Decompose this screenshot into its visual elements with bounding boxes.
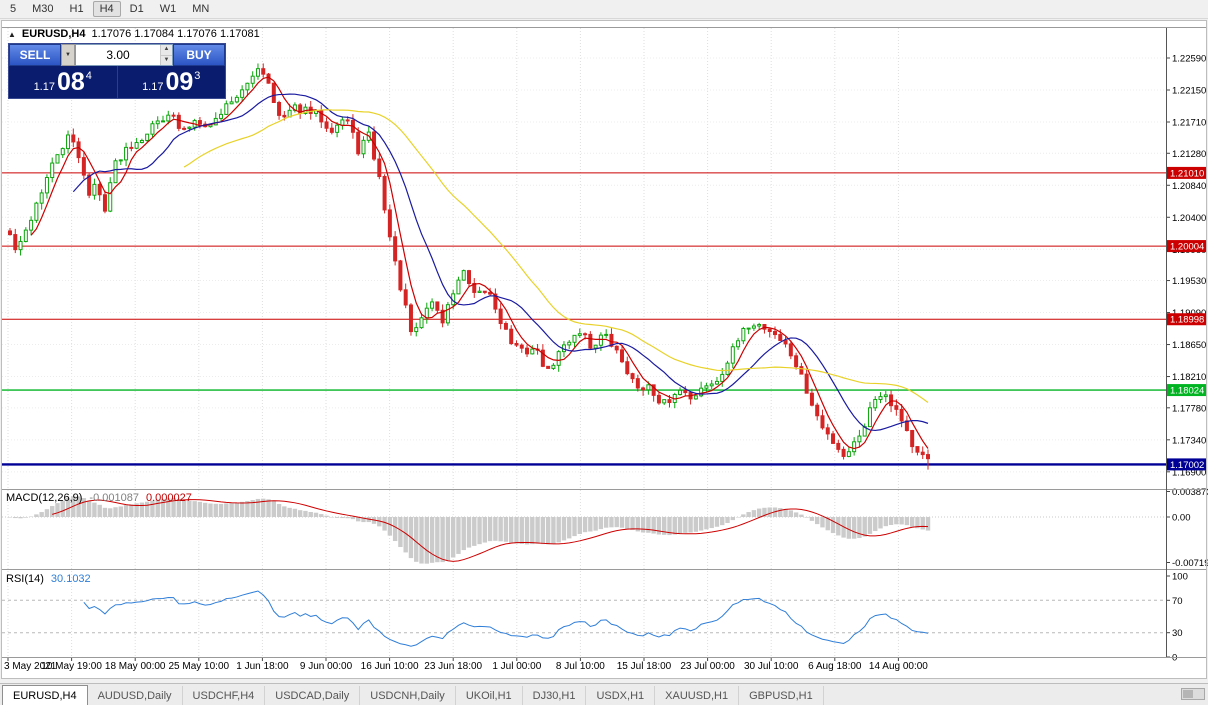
chart-tab-usdx-h1[interactable]: USDX,H1 xyxy=(586,686,656,705)
price-scale-tick: 1.21710 xyxy=(1172,118,1206,129)
price-tag-1.20004: 1.20004 xyxy=(1170,242,1204,253)
buy-price-display[interactable]: 1.17 09 3 xyxy=(116,66,226,98)
price-scale-tick: 1.21280 xyxy=(1172,149,1206,160)
chart-tab-dj30-h1[interactable]: DJ30,H1 xyxy=(523,686,587,705)
price-scale-tick: 1.19530 xyxy=(1172,276,1206,287)
time-axis-label: 6 Aug 18:00 xyxy=(808,661,862,672)
volume-dropdown-button[interactable]: ▼ xyxy=(61,44,75,66)
time-axis-label: 10 May 19:00 xyxy=(41,661,102,672)
macd-scale-tick: 0.00 xyxy=(1172,513,1191,524)
macd-signal-value: 0.000027 xyxy=(145,492,192,504)
sell-price-pip: 4 xyxy=(85,70,92,82)
time-axis-label: 23 Jul 00:00 xyxy=(680,661,735,672)
timeframe-button-d1[interactable]: D1 xyxy=(129,3,144,15)
time-axis-label: 15 Jul 18:00 xyxy=(617,661,672,672)
buy-price-big: 09 xyxy=(165,68,194,96)
chart-tab-ukoil-h1[interactable]: UKOil,H1 xyxy=(456,686,523,705)
chart-tab-usdcad-daily[interactable]: USDCAD,Daily xyxy=(265,686,361,705)
rsi-scale-tick: 100 xyxy=(1172,572,1188,583)
rsi-indicator-label: RSI(14) 30.1032 xyxy=(6,573,91,585)
tab-scrollbar[interactable] xyxy=(1181,688,1205,700)
symbol-header: ▲ EURUSD,H4 1.17076 1.17084 1.17076 1.17… xyxy=(8,28,260,40)
price-tag-1.17002: 1.17002 xyxy=(1170,460,1204,471)
time-axis-label: 23 Jun 18:00 xyxy=(424,661,482,672)
time-axis-label: 1 Jul 00:00 xyxy=(492,661,541,672)
chart-tab-xauusd-h1[interactable]: XAUUSD,H1 xyxy=(655,686,740,705)
volume-input[interactable] xyxy=(76,45,172,65)
time-axis-label: 1 Jun 18:00 xyxy=(236,661,289,672)
time-axis-label: 9 Jun 00:00 xyxy=(300,661,353,672)
macd-scale-tick: -0.007195 xyxy=(1172,558,1208,569)
sell-button[interactable]: SELL xyxy=(9,44,61,66)
time-axis-label: 14 Aug 00:00 xyxy=(869,661,928,672)
volume-spinners: ▲ ▼ xyxy=(160,45,172,65)
chart-tab-bar: EURUSD,H4 AUDUSD,Daily USDCHF,H4 USDCAD,Dai… xyxy=(0,683,1208,705)
sell-price-prefix: 1.17 xyxy=(33,81,55,93)
buy-price-pip: 3 xyxy=(194,70,201,82)
chart-tab-eurusd-h4[interactable]: EURUSD,H4 xyxy=(2,685,88,705)
sell-price-display[interactable]: 1.17 08 4 xyxy=(9,66,117,98)
time-axis-label: 16 Jun 10:00 xyxy=(361,661,419,672)
macd-main-value: -0.001087 xyxy=(89,492,139,504)
buy-button[interactable]: BUY xyxy=(173,44,225,66)
timeframe-button-h4[interactable]: H4 xyxy=(92,1,121,17)
price-scale-tick: 1.16900 xyxy=(1172,467,1206,478)
price-scale-tick: 1.22590 xyxy=(1172,54,1206,65)
chart-tab-usdcnh-daily[interactable]: USDCNH,Daily xyxy=(360,686,456,705)
buy-price-prefix: 1.17 xyxy=(142,81,164,93)
chart-tab-usdchf-h4[interactable]: USDCHF,H4 xyxy=(183,686,266,705)
time-axis-label: 18 May 00:00 xyxy=(105,661,166,672)
timeframe-button-5[interactable]: 5 xyxy=(10,3,17,15)
macd-scale-tick: 0.003873 xyxy=(1172,487,1208,498)
time-axis-label: 3 May 2021 xyxy=(4,661,57,672)
collapse-trade-panel-icon[interactable]: ▲ xyxy=(8,29,16,39)
price-scale-tick: 1.20840 xyxy=(1172,181,1206,192)
timeframe-button-h1[interactable]: H1 xyxy=(69,3,84,15)
time-axis-label: 8 Jul 10:00 xyxy=(556,661,605,672)
chart-tab-gbpusd-h1[interactable]: GBPUSD,H1 xyxy=(739,686,824,705)
timeframe-button-w1[interactable]: W1 xyxy=(159,3,177,15)
time-axis-label: 25 May 10:00 xyxy=(168,661,229,672)
price-scale-tick: 1.18210 xyxy=(1172,372,1206,383)
price-scale-tick: 1.18650 xyxy=(1172,340,1206,351)
price-scale-tick: 1.17780 xyxy=(1172,403,1206,414)
macd-name: MACD(12,26,9) xyxy=(6,492,83,504)
timeframe-button-m30[interactable]: M30 xyxy=(32,3,54,15)
price-tag-1.18024: 1.18024 xyxy=(1170,386,1204,397)
price-tag-1.18998: 1.18998 xyxy=(1170,315,1204,326)
rsi-name: RSI(14) xyxy=(6,573,44,585)
rsi-scale-tick: 70 xyxy=(1172,596,1183,607)
rsi-scale-tick: 30 xyxy=(1172,628,1183,639)
volume-field-wrap: ▲ ▼ xyxy=(75,44,173,66)
price-scale-tick: 1.22150 xyxy=(1172,86,1206,97)
price-tag-1.21010: 1.21010 xyxy=(1170,168,1204,179)
sell-price-big: 08 xyxy=(56,68,85,96)
chart-tab-audusd-daily[interactable]: AUDUSD,Daily xyxy=(88,686,183,705)
macd-indicator-label: MACD(12,26,9) -0.001087 0.000027 xyxy=(6,492,192,504)
price-scale-tick: 1.20400 xyxy=(1172,213,1206,224)
timeframe-toolbar: 5 M30 H1 H4 D1 W1 MN xyxy=(0,0,1208,19)
volume-increase-button[interactable]: ▲ xyxy=(161,45,172,55)
tab-scrollbar-thumb[interactable] xyxy=(1183,690,1193,698)
one-click-trading-panel: SELL ▼ ▲ ▼ BUY 1.17 08 4 1.17 09 3 xyxy=(8,43,226,99)
time-axis-label: 30 Jul 10:00 xyxy=(744,661,799,672)
price-scale-tick: 1.17340 xyxy=(1172,435,1206,446)
symbol-title: EURUSD,H4 xyxy=(21,28,86,40)
ohlc-values: 1.17076 1.17084 1.17076 1.17081 xyxy=(91,28,260,40)
rsi-value: 30.1032 xyxy=(50,573,91,585)
timeframe-button-mn[interactable]: MN xyxy=(192,3,210,15)
chevron-down-icon: ▼ xyxy=(65,52,71,58)
volume-decrease-button[interactable]: ▼ xyxy=(161,54,172,65)
